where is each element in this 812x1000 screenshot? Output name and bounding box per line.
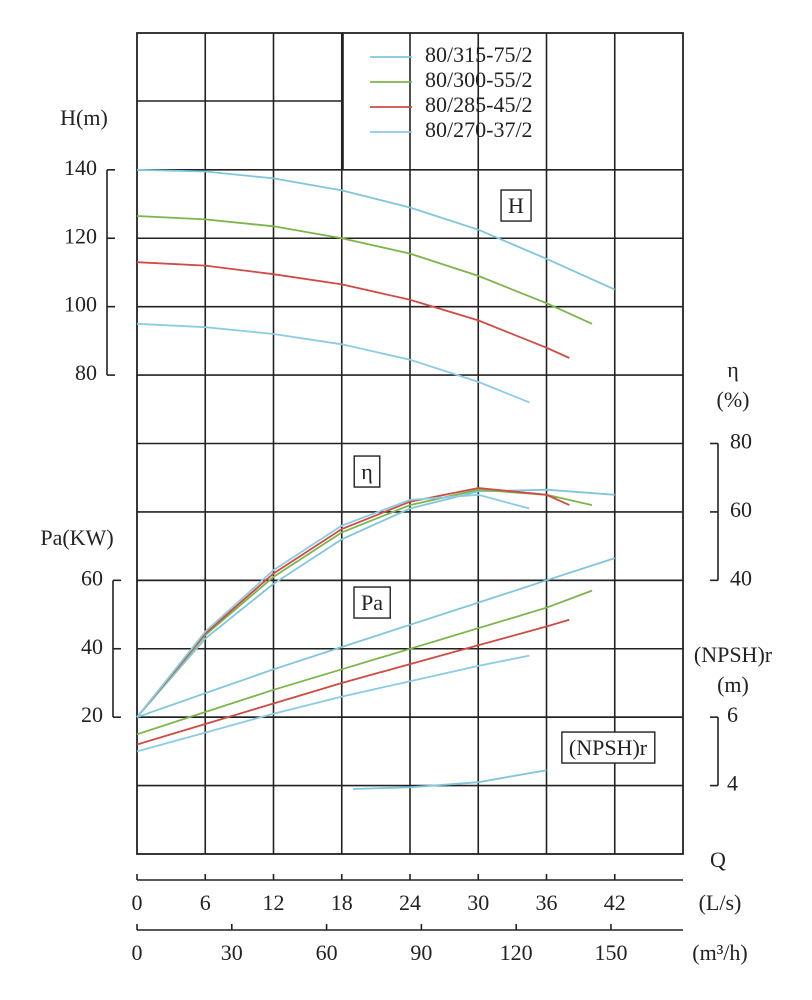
curve [136,487,570,718]
x-tick-label: 42 [604,890,626,915]
x-axis-unit: (L/s) [699,890,742,915]
legend-label: 80/300-55/2 [425,67,533,92]
legend-label: 80/285-45/2 [425,92,533,117]
x-tick-label: 12 [263,890,285,915]
y-tick-label: 80 [75,360,97,385]
x-tick-label: 90 [410,940,432,965]
x-axis-unit: (m³/h) [692,940,747,965]
annotation-box [561,731,656,764]
x-tick-label: 36 [536,890,558,915]
y-axis-title: η [727,357,739,382]
y-tick-label: 4 [727,771,738,796]
legend-label: 80/270-37/2 [425,117,533,142]
y-tick-label: 140 [64,155,97,180]
annotation: Pa [361,590,383,615]
y-axis-unit: (%) [717,387,750,412]
x-tick-label: 120 [500,940,533,965]
x-tick-label: 30 [467,890,489,915]
annotation-box [353,586,391,619]
x-tick-label: 0 [132,890,143,915]
curve [136,261,570,359]
x-axis-title: Q [710,847,726,872]
y-tick-label: 40 [81,634,103,659]
y-axis-title: (NPSH)r [694,642,773,667]
y-tick-label: 80 [730,429,752,454]
curve [136,215,593,325]
y-tick-label: 20 [81,702,103,727]
y-tick-label: 6 [727,702,738,727]
curve [136,618,570,746]
y-axis-title: Pa(KW) [40,525,113,550]
legend-label: 80/315-75/2 [425,42,533,67]
annotation: η [361,459,373,484]
curve [353,769,547,790]
curve [136,557,616,719]
curve [136,589,593,736]
curve [136,322,530,404]
y-tick-label: 100 [64,292,97,317]
annotation: H [508,193,524,218]
annotation: (NPSH)r [569,735,648,760]
y-tick-label: 60 [730,497,752,522]
x-tick-label: 150 [594,940,627,965]
y-tick-label: 60 [81,565,103,590]
curve [136,654,530,753]
curve [136,168,616,291]
x-tick-label: 24 [399,890,421,915]
x-tick-label: 30 [221,940,243,965]
annotation-box [353,455,381,488]
y-tick-label: 120 [64,223,97,248]
annotation-box [500,189,532,222]
y-axis-unit: (m) [717,672,749,697]
curve [136,493,530,718]
x-tick-label: 18 [331,890,353,915]
x-tick-label: 6 [200,890,211,915]
curve [136,488,615,718]
y-tick-label: 40 [730,565,752,590]
y-axis-title: H(m) [60,105,108,130]
x-tick-label: 60 [316,940,338,965]
x-tick-label: 0 [132,940,143,965]
